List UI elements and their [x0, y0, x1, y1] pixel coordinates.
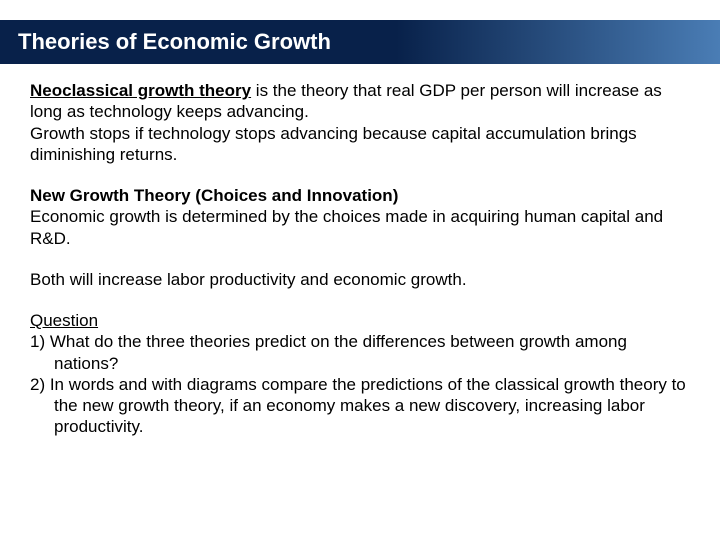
slide-content: Neoclassical growth theory is the theory…: [0, 64, 720, 438]
question-1: 1) What do the three theories predict on…: [30, 331, 690, 374]
page-title: Theories of Economic Growth: [18, 29, 331, 55]
paragraph-neoclassical: Neoclassical growth theory is the theory…: [30, 80, 690, 165]
question-label: Question: [30, 311, 98, 330]
slide: Theories of Economic Growth Neoclassical…: [0, 20, 720, 560]
text-newgrowth-body: Economic growth is determined by the cho…: [30, 207, 663, 247]
question-block: Question 1) What do the three theories p…: [30, 310, 690, 438]
text-both: Both will increase labor productivity an…: [30, 270, 467, 289]
paragraph-both: Both will increase labor productivity an…: [30, 269, 690, 290]
question-2: 2) In words and with diagrams compare th…: [30, 374, 690, 438]
heading-newgrowth: New Growth Theory (Choices and Innovatio…: [30, 186, 398, 205]
text-neoclassical-cont: Growth stops if technology stops advanci…: [30, 124, 637, 164]
title-bar: Theories of Economic Growth: [0, 20, 720, 64]
term-neoclassical: Neoclassical growth theory: [30, 81, 251, 100]
paragraph-newgrowth: New Growth Theory (Choices and Innovatio…: [30, 185, 690, 249]
